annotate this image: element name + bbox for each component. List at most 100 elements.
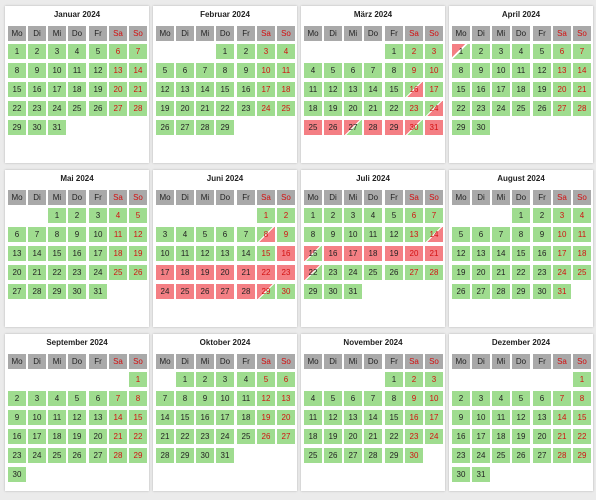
day-cell[interactable]: 3 [553, 208, 571, 223]
day-cell[interactable]: 23 [533, 265, 551, 280]
day-cell[interactable]: 30 [533, 284, 551, 299]
day-cell[interactable]: 28 [364, 448, 382, 463]
day-cell[interactable]: 24 [89, 265, 107, 280]
day-cell[interactable]: 1 [385, 372, 403, 387]
day-cell[interactable]: 8 [573, 391, 591, 406]
day-cell[interactable]: 30 [196, 448, 214, 463]
day-cell[interactable]: 22 [573, 429, 591, 444]
day-cell[interactable]: 18 [109, 246, 127, 261]
day-cell[interactable]: 22 [176, 429, 194, 444]
day-cell[interactable]: 19 [257, 410, 275, 425]
day-cell[interactable]: 4 [364, 208, 382, 223]
day-cell[interactable]: 11 [109, 227, 127, 242]
day-cell-booked[interactable]: 17 [156, 265, 174, 280]
day-cell[interactable]: 31 [344, 284, 362, 299]
day-cell[interactable]: 27 [344, 448, 362, 463]
day-cell-departure[interactable]: 1 [452, 44, 470, 59]
day-cell[interactable]: 28 [28, 284, 46, 299]
day-cell[interactable]: 10 [344, 227, 362, 242]
day-cell[interactable]: 9 [28, 63, 46, 78]
day-cell[interactable]: 16 [533, 246, 551, 261]
day-cell[interactable]: 15 [512, 246, 530, 261]
day-cell[interactable]: 7 [196, 63, 214, 78]
day-cell[interactable]: 23 [8, 448, 26, 463]
day-cell[interactable]: 6 [405, 208, 423, 223]
day-cell-booked[interactable]: 18 [176, 265, 194, 280]
day-cell[interactable]: 13 [89, 410, 107, 425]
day-cell[interactable]: 28 [109, 448, 127, 463]
day-cell-booked[interactable]: 25 [304, 120, 322, 135]
day-cell[interactable]: 26 [324, 448, 342, 463]
day-cell[interactable]: 22 [129, 429, 147, 444]
day-cell-booked[interactable]: 16 [277, 246, 295, 261]
day-cell[interactable]: 29 [129, 448, 147, 463]
day-cell-booked[interactable]: 19 [385, 246, 403, 261]
day-cell[interactable]: 1 [573, 372, 591, 387]
day-cell[interactable]: 24 [48, 101, 66, 116]
day-cell[interactable]: 7 [109, 391, 127, 406]
day-cell[interactable]: 13 [472, 246, 490, 261]
day-cell[interactable]: 29 [8, 120, 26, 135]
day-cell[interactable]: 6 [277, 372, 295, 387]
day-cell[interactable]: 27 [533, 448, 551, 463]
day-cell[interactable]: 10 [425, 391, 443, 406]
day-cell[interactable]: 20 [8, 265, 26, 280]
day-cell[interactable]: 28 [573, 101, 591, 116]
day-cell[interactable]: 16 [452, 429, 470, 444]
day-cell[interactable]: 3 [472, 391, 490, 406]
day-cell[interactable]: 14 [28, 246, 46, 261]
day-cell[interactable]: 29 [304, 284, 322, 299]
day-cell[interactable]: 21 [129, 82, 147, 97]
day-cell[interactable]: 20 [472, 265, 490, 280]
day-cell[interactable]: 15 [385, 410, 403, 425]
day-cell[interactable]: 4 [109, 208, 127, 223]
day-cell[interactable]: 9 [472, 63, 490, 78]
day-cell[interactable]: 6 [344, 63, 362, 78]
day-cell[interactable]: 28 [553, 448, 571, 463]
day-cell[interactable]: 17 [48, 82, 66, 97]
day-cell[interactable]: 24 [28, 448, 46, 463]
day-cell[interactable]: 19 [533, 82, 551, 97]
day-cell[interactable]: 20 [553, 82, 571, 97]
day-cell[interactable]: 5 [324, 63, 342, 78]
day-cell[interactable]: 11 [48, 410, 66, 425]
day-cell[interactable]: 9 [8, 410, 26, 425]
day-cell[interactable]: 31 [89, 284, 107, 299]
day-cell[interactable]: 27 [277, 429, 295, 444]
day-cell[interactable]: 30 [277, 284, 295, 299]
day-cell[interactable]: 12 [89, 63, 107, 78]
day-cell[interactable]: 5 [156, 63, 174, 78]
day-cell[interactable]: 2 [277, 208, 295, 223]
day-cell[interactable]: 30 [28, 120, 46, 135]
day-cell-booked[interactable]: 28 [237, 284, 255, 299]
day-cell[interactable]: 31 [216, 448, 234, 463]
day-cell[interactable]: 18 [277, 82, 295, 97]
day-cell[interactable]: 25 [68, 101, 86, 116]
day-cell[interactable]: 6 [472, 227, 490, 242]
day-cell[interactable]: 11 [277, 63, 295, 78]
day-cell[interactable]: 14 [364, 410, 382, 425]
day-cell[interactable]: 23 [405, 429, 423, 444]
day-cell[interactable]: 10 [257, 63, 275, 78]
day-cell[interactable]: 1 [257, 208, 275, 223]
day-cell[interactable]: 25 [277, 101, 295, 116]
day-cell[interactable]: 14 [196, 82, 214, 97]
day-cell[interactable]: 5 [533, 44, 551, 59]
day-cell[interactable]: 2 [324, 208, 342, 223]
day-cell[interactable]: 12 [512, 410, 530, 425]
day-cell[interactable]: 17 [472, 429, 490, 444]
day-cell[interactable]: 23 [452, 448, 470, 463]
day-cell[interactable]: 18 [573, 246, 591, 261]
day-cell[interactable]: 7 [237, 227, 255, 242]
day-cell[interactable]: 10 [425, 63, 443, 78]
day-cell[interactable]: 5 [512, 391, 530, 406]
day-cell[interactable]: 5 [452, 227, 470, 242]
day-cell[interactable]: 29 [385, 448, 403, 463]
day-cell[interactable]: 14 [364, 82, 382, 97]
day-cell[interactable]: 27 [405, 265, 423, 280]
day-cell[interactable]: 14 [109, 410, 127, 425]
day-cell[interactable]: 29 [176, 448, 194, 463]
day-cell[interactable]: 20 [533, 429, 551, 444]
day-cell[interactable]: 4 [304, 391, 322, 406]
day-cell[interactable]: 14 [492, 246, 510, 261]
